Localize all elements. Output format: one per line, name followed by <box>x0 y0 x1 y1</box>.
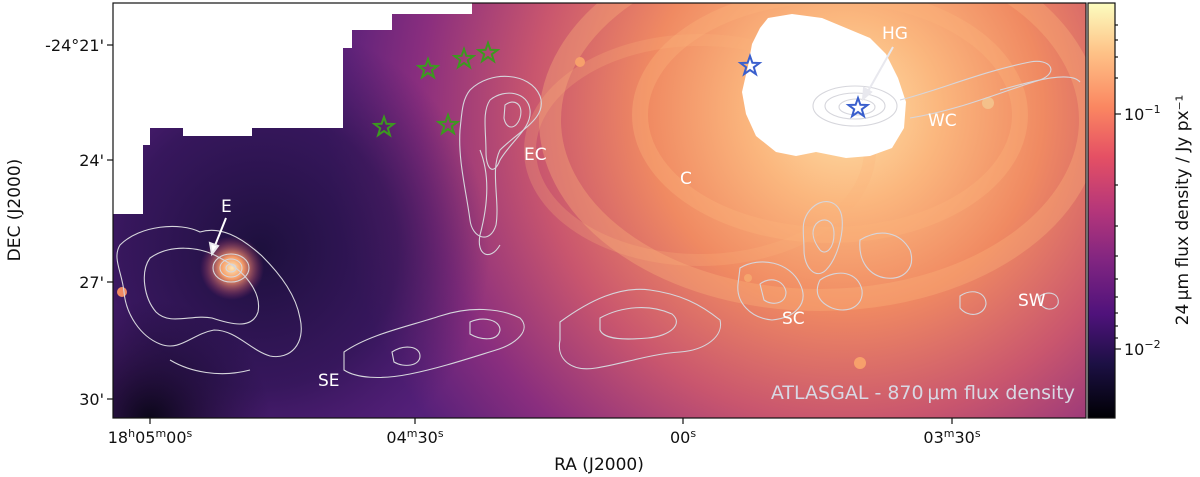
region-label-e: E <box>221 197 232 217</box>
x-axis <box>149 418 953 424</box>
colorbar-tick-label: 10−2 <box>1124 338 1161 359</box>
region-label-wc: WC <box>928 111 957 131</box>
overlay-label: ATLASGAL - 870 μm flux density <box>771 382 1075 404</box>
blue-star-markers <box>737 52 871 119</box>
star-marker <box>475 39 501 64</box>
x-tick-label: 00s <box>670 427 696 447</box>
region-label-se: SE <box>318 371 340 391</box>
star-marker <box>451 45 477 70</box>
star-marker <box>415 55 441 80</box>
star-marker <box>371 113 397 138</box>
point-source <box>117 287 127 297</box>
no-coverage-region <box>113 3 432 214</box>
y-tick-label: 24' <box>79 151 104 170</box>
contour-overlay <box>116 60 1081 378</box>
star-marker <box>845 94 871 119</box>
y-axis-label: DEC (J2000) <box>5 159 25 262</box>
region-label-hg: HG <box>882 24 908 44</box>
y-tick-label: 30' <box>79 390 104 409</box>
colorbar-ticks <box>1115 24 1121 350</box>
point-source <box>854 357 866 369</box>
point-source <box>744 274 752 282</box>
region-labels: HG WC EC C E SC SW SE <box>221 24 1046 391</box>
star-marker <box>435 111 461 136</box>
colorbar-tick-label: 10−1 <box>1124 103 1161 124</box>
region-label-sw: SW <box>1018 291 1046 311</box>
x-tick-label: 03m30s <box>923 427 980 447</box>
region-label-ec: EC <box>524 145 547 165</box>
colorbar-label: 24 μm flux density / Jy px⁻¹ <box>1173 95 1193 326</box>
y-axis <box>107 44 113 400</box>
region-label-sc: SC <box>782 309 805 329</box>
region-label-c: C <box>680 169 692 189</box>
colorbar <box>1087 2 1116 419</box>
x-tick-label: 04m30s <box>386 427 443 447</box>
saturated-region <box>742 14 906 158</box>
annotation-arrows <box>208 46 894 257</box>
plot-frame <box>112 2 1087 419</box>
x-axis-label: RA (J2000) <box>554 455 644 475</box>
point-source <box>575 57 585 67</box>
x-tick-label: 18h05m00s <box>108 427 193 447</box>
star-marker <box>737 52 763 77</box>
point-source <box>982 97 994 109</box>
y-tick-label: -24°21' <box>45 36 104 55</box>
y-tick-label: 27' <box>79 273 104 292</box>
green-star-markers <box>371 39 501 138</box>
